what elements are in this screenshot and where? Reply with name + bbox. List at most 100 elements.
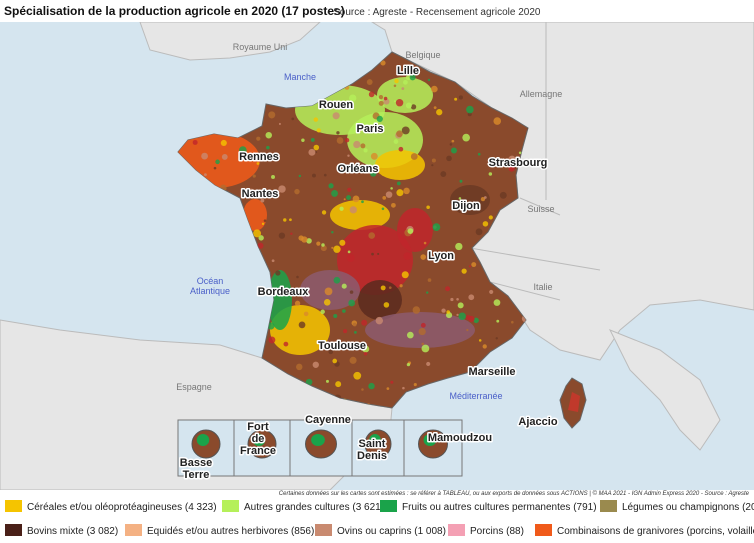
texture-dot [496, 319, 500, 323]
texture-dot [495, 337, 498, 340]
legend-label: Autres grandes cultures (3 621) [244, 502, 384, 513]
texture-dot [336, 131, 340, 135]
texture-dot [323, 299, 331, 306]
city-label: Rennes [239, 151, 279, 163]
texture-dot [380, 60, 386, 66]
texture-dot [482, 221, 489, 227]
overseas-line: Cayenne [305, 414, 351, 426]
texture-dot [346, 195, 351, 201]
overseas-label: Basse Terre [180, 457, 212, 481]
texture-dot [395, 98, 404, 107]
texture-dot [341, 283, 347, 289]
overseas-line: Terre [183, 469, 210, 481]
texture-dot [370, 170, 377, 177]
texture-dot [220, 139, 227, 147]
texture-dot [257, 242, 264, 249]
texture-dot [328, 349, 334, 355]
texture-dot [488, 172, 493, 176]
city-label: Orléans [338, 163, 379, 175]
city-label: Strasbourg [489, 157, 548, 169]
header-bg [0, 0, 754, 22]
texture-dot [363, 148, 368, 153]
texture-dot [253, 229, 262, 238]
city-label: Paris [357, 123, 384, 135]
inset-patch [252, 434, 266, 446]
texture-dot [343, 329, 348, 334]
title: Spécialisation de la production agricole… [4, 4, 345, 18]
city-label: Rouen [319, 99, 354, 111]
texture-dot [402, 386, 405, 390]
borders [469, 22, 601, 301]
texture-dot [349, 290, 354, 294]
texture-dot [344, 138, 350, 143]
texture-dot [378, 95, 384, 100]
texture-dot [396, 130, 403, 138]
texture-dot [458, 312, 466, 320]
texture-dot [432, 223, 441, 231]
texture-dot [271, 174, 275, 179]
texture-dot [403, 79, 408, 85]
legend-swatch [315, 524, 332, 536]
legend-swatch [5, 500, 22, 512]
legend-swatch [222, 500, 239, 512]
texture-dot [332, 112, 340, 120]
region-patch [397, 208, 433, 252]
texture-dot [261, 222, 265, 226]
texture-dot [315, 151, 318, 154]
texture-dot [310, 137, 315, 142]
texture-dot [324, 287, 333, 296]
texture-dot [278, 232, 286, 239]
country-label: Suisse [527, 204, 554, 214]
texture-dot [421, 344, 430, 353]
texture-dot [335, 381, 342, 388]
texture-dot [380, 285, 386, 291]
texture-dot [361, 319, 368, 326]
texture-dot [456, 298, 459, 301]
texture-dot [201, 152, 208, 160]
texture-dot [459, 179, 463, 183]
inset-patch [196, 434, 210, 446]
texture-dot [361, 200, 364, 204]
texture-dot [461, 268, 467, 274]
texture-dot [353, 371, 362, 380]
texture-dot [258, 235, 264, 241]
texture-dot [518, 151, 522, 155]
texture-dot [508, 165, 515, 172]
region-patch [268, 270, 292, 330]
texture-dot [401, 271, 409, 279]
texture-dot [407, 331, 414, 339]
texture-dot [339, 239, 346, 246]
texture-dot [407, 228, 414, 234]
region-patch [377, 77, 433, 113]
note: Certaines données sur les cartes sont es… [279, 490, 750, 497]
texture-dot [377, 252, 380, 256]
texture-dot [396, 181, 401, 186]
texture-dot [268, 111, 276, 119]
texture-dot [333, 276, 341, 284]
legend-swatch [535, 524, 552, 536]
texture-dot [483, 196, 487, 199]
texture-dot [471, 262, 477, 268]
texture-dot [341, 342, 348, 348]
texture-dot [466, 105, 474, 114]
texture-dot [305, 378, 313, 386]
overseas-line: France [240, 445, 276, 457]
texture-dot [385, 191, 393, 198]
texture-dot [493, 117, 502, 125]
city-label: Toulouse [318, 340, 366, 352]
texture-dot [312, 173, 316, 178]
texture-dot [283, 218, 287, 222]
texture-dot [343, 198, 346, 201]
texture-dot [420, 322, 426, 328]
texture-dot [353, 140, 361, 149]
texture-dot [325, 379, 329, 383]
overseas-label: Mamoudzou [428, 432, 492, 444]
texture-dot [375, 316, 384, 325]
texture-dot [347, 187, 352, 192]
texture-dot [298, 321, 306, 329]
legend-label: Ovins ou caprins (1 008) [337, 526, 446, 537]
texture-dot [333, 313, 338, 319]
texture-dot [480, 196, 486, 202]
texture-dot [409, 74, 416, 81]
texture-dot [386, 387, 390, 391]
